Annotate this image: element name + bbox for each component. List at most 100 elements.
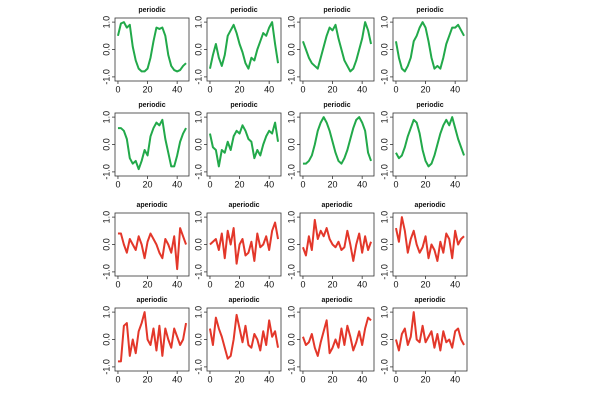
panel-title: aperiodic [414,297,445,304]
y-tick-label: 1.0 [101,211,111,224]
y-tick-label: -1.0 [193,264,203,280]
data-line [208,121,280,168]
x-tick-label: 20 [143,179,153,189]
x-tick-label: 40 [264,279,274,289]
data-line [302,116,372,165]
x-tick-label: 40 [264,374,274,384]
x-tick-label: 0 [393,374,398,384]
y-tick-label: -1.0 [101,164,111,180]
x-tick-label: 40 [357,179,367,189]
panel-title: aperiodic [228,297,259,304]
y-tick-label: -1.0 [379,69,389,85]
y-tick-label: -1.0 [379,264,389,280]
y-tick-label: 0.0 [286,43,296,56]
x-tick-label: 0 [300,279,305,289]
y-tick-label: -1.0 [193,359,203,375]
y-tick-label: 0.0 [193,138,203,151]
panel-title: aperiodic [228,202,259,209]
x-tick-label: 40 [357,279,367,289]
y-tick-label: -1.0 [286,264,296,280]
y-tick-label: 1.0 [379,211,389,224]
data-line [208,313,280,360]
y-tick-label: 0.0 [101,43,111,56]
data-line [394,216,465,262]
y-tick-label: 0.0 [193,238,203,251]
y-tick-label: -1.0 [379,359,389,375]
y-tick-label: 0.0 [379,138,389,151]
x-tick-label: 0 [393,84,398,94]
x-tick-label: 0 [300,84,305,94]
plot-frame [392,112,468,177]
y-tick-label: -1.0 [101,359,111,375]
x-tick-label: 20 [235,374,245,384]
y-tick-label: 1.0 [101,16,111,29]
x-tick-label: 40 [450,84,460,94]
x-tick-label: 40 [450,279,460,289]
x-tick-label: 20 [421,179,431,189]
x-tick-label: 40 [264,84,274,94]
x-tick-label: 0 [207,374,212,384]
x-tick-label: 20 [421,84,431,94]
x-tick-label: 20 [143,279,153,289]
panel-title: periodic [138,102,165,109]
x-tick-label: 20 [143,84,153,94]
y-tick-label: 1.0 [101,306,111,319]
panel-title: periodic [323,102,350,109]
x-tick-label: 40 [172,374,182,384]
x-tick-label: 40 [357,374,367,384]
y-tick-label: 0.0 [379,238,389,251]
y-tick-label: -1.0 [286,69,296,85]
x-tick-label: 0 [115,279,120,289]
x-tick-label: 0 [207,279,212,289]
y-tick-label: 1.0 [193,211,203,224]
y-tick-label: -1.0 [286,359,296,375]
y-tick-label: 0.0 [286,333,296,346]
y-tick-label: -1.0 [101,69,111,85]
x-tick-label: 0 [207,179,212,189]
y-tick-label: 0.0 [286,238,296,251]
x-tick-label: 0 [115,179,120,189]
x-tick-label: 0 [393,179,398,189]
data-line [302,21,373,73]
x-tick-label: 20 [328,84,338,94]
x-tick-label: 40 [172,279,182,289]
data-line [395,116,465,168]
x-tick-label: 20 [235,84,245,94]
panel-title: periodic [230,102,257,109]
x-tick-label: 40 [450,374,460,384]
y-tick-label: -1.0 [193,164,203,180]
panel-title: aperiodic [136,297,167,304]
x-tick-label: 20 [143,374,153,384]
data-line [394,21,465,73]
panel-title: periodic [323,7,350,14]
x-tick-label: 0 [115,374,120,384]
panel-title: periodic [416,7,443,14]
y-tick-label: 0.0 [286,138,296,151]
x-tick-label: 0 [393,279,398,289]
x-tick-label: 0 [115,84,120,94]
panel-title: periodic [416,102,443,109]
y-tick-label: 1.0 [286,16,296,29]
x-tick-label: 40 [172,179,182,189]
y-tick-label: 0.0 [379,333,389,346]
x-tick-label: 20 [421,279,431,289]
x-tick-label: 20 [328,374,338,384]
x-tick-label: 20 [421,374,431,384]
panel-title: aperiodic [321,297,352,304]
y-tick-label: 0.0 [193,43,203,56]
data-line [208,21,280,70]
plot-frame [114,112,190,177]
data-line [117,227,187,271]
y-tick-label: 1.0 [379,306,389,319]
y-tick-label: 1.0 [286,211,296,224]
x-tick-label: 40 [172,84,182,94]
panel-title: periodic [230,7,257,14]
data-line [302,218,372,262]
data-line [394,311,465,352]
y-tick-label: 1.0 [379,111,389,124]
x-tick-label: 20 [328,179,338,189]
x-tick-label: 0 [300,179,305,189]
y-tick-label: 1.0 [286,306,296,319]
data-line [302,316,372,357]
x-tick-label: 40 [450,179,460,189]
